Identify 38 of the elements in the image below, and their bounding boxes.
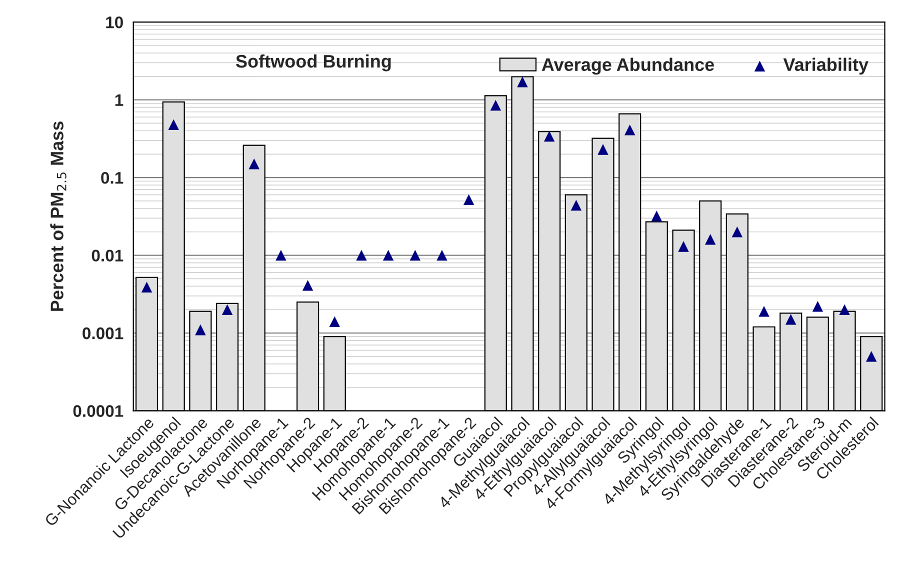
y-tick-label: 10: [106, 16, 123, 28]
point: [356, 250, 367, 261]
point: [222, 304, 233, 316]
y-tick-label: 0.01: [92, 250, 124, 262]
point: [517, 76, 528, 88]
point: [785, 314, 796, 325]
text: Softwood Burning: [236, 54, 391, 72]
point: [866, 351, 877, 362]
point: [329, 316, 340, 328]
point: [839, 304, 850, 316]
point: [463, 194, 474, 206]
point: [141, 282, 152, 292]
point: [732, 226, 743, 238]
point: [410, 250, 421, 261]
legend-label: Average Abundance: [542, 58, 714, 75]
point: [544, 130, 555, 142]
point: [276, 250, 286, 261]
point: [490, 100, 502, 111]
point: [758, 306, 770, 317]
point: [436, 250, 448, 261]
y-tick-label: 0.0001: [73, 405, 124, 417]
point: [382, 250, 394, 261]
point: [651, 210, 662, 222]
point: [570, 200, 582, 211]
legend-label: Variability: [783, 58, 868, 75]
point: [812, 301, 824, 312]
point: [704, 234, 716, 245]
point: [678, 241, 689, 252]
y-axis-title: Percent of PM$_{2.5}$ Mass: [50, 122, 66, 311]
point: [168, 119, 179, 130]
y-tick-label: 0.001: [82, 327, 124, 340]
y-tick-label: 1: [115, 94, 124, 106]
point: [195, 324, 206, 336]
point: [624, 124, 636, 136]
point: [302, 280, 314, 291]
y-tick-label: 0.1: [101, 172, 124, 184]
point: [248, 158, 260, 170]
point: [598, 144, 608, 155]
